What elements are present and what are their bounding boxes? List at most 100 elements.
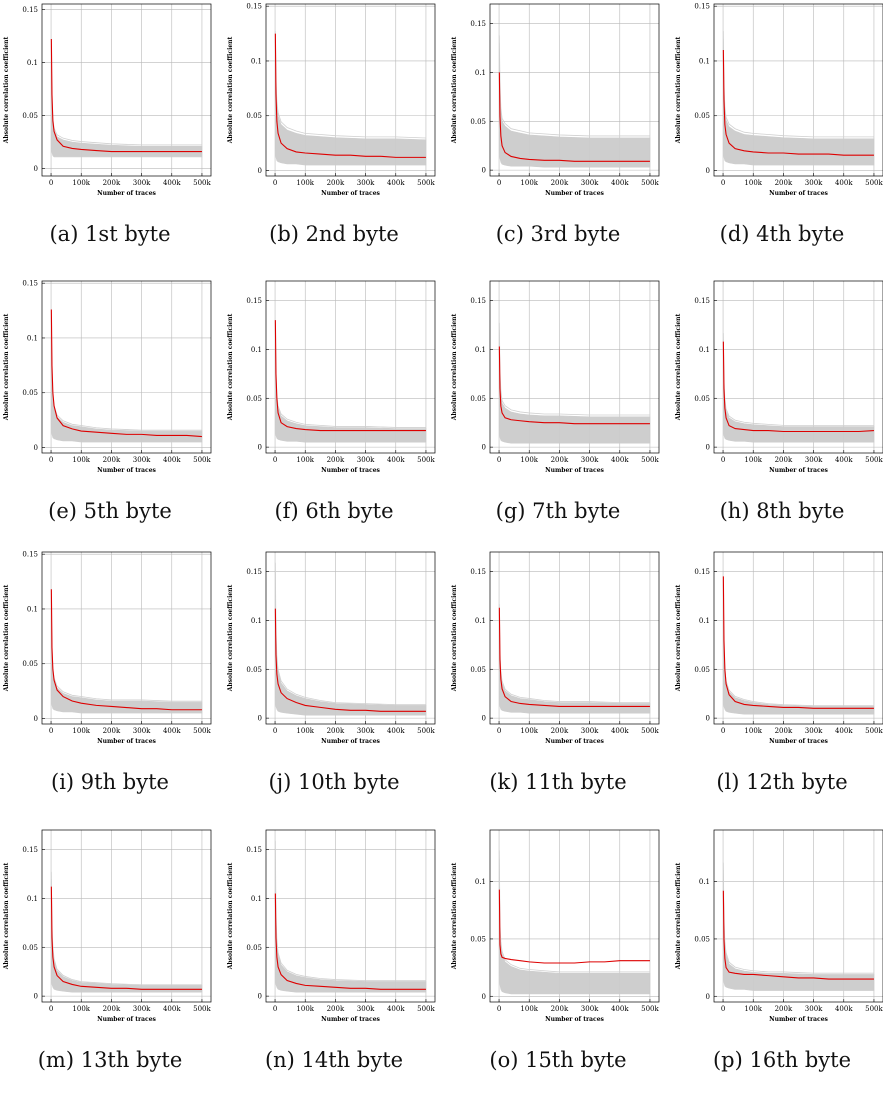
- chart-svg: 0 100k 200k 300k 400k 500k 0 0.05 0.1 Number of t…: [675, 829, 883, 1023]
- axis-frame: [713, 551, 883, 725]
- chart-svg: 0 100k 200k 300k 400k 500k 0 0.05 0.1 0.15 Number …: [3, 551, 212, 745]
- wrong-key-trace: [498, 322, 650, 416]
- y-tick-label: 0.1: [699, 346, 710, 354]
- chart-panel: 0 100k 200k 300k 400k 500k 0 0.05 0.1 0.15 Number …: [448, 548, 668, 818]
- chart-panel: 0 100k 200k 300k 400k 500k 0 0.05 0.1 0.15 Number …: [672, 0, 883, 270]
- axis-frame: [41, 280, 212, 454]
- correct-key-line: [50, 309, 202, 438]
- subfigure-caption: (m) 13th byte: [37, 1048, 183, 1072]
- x-tick-label: 500k: [641, 179, 659, 187]
- y-tick-label: 0: [258, 167, 262, 175]
- x-tick-label: 200k: [551, 1005, 569, 1013]
- x-axis-title: Number of traces: [769, 190, 828, 197]
- correct-key-line: [274, 33, 426, 158]
- y-tick-label: 0.15: [694, 568, 710, 576]
- y-tick-label: 0.1: [251, 346, 262, 354]
- x-axis-title: Number of traces: [545, 1016, 604, 1023]
- subfigure-caption: (h) 8th byte: [719, 499, 845, 523]
- x-tick-label: 100k: [296, 456, 314, 464]
- chart-panel: 0 100k 200k 300k 400k 500k 0 0.05 0.1 0.15 Number …: [224, 548, 444, 818]
- y-tick-label: 0.1: [27, 605, 38, 613]
- y-tick-label: 0.1: [475, 346, 486, 354]
- plot-area: [42, 830, 211, 1002]
- correct-key-line: [50, 39, 202, 153]
- x-tick-label: 500k: [865, 456, 883, 464]
- chart-panel: 0 100k 200k 300k 400k 500k 0 0.05 0.1 Number of t…: [672, 826, 883, 1096]
- y-tick-label: 0.1: [251, 617, 262, 625]
- axis-frame: [489, 551, 660, 725]
- wrong-key-band: [275, 849, 427, 993]
- chart-panel: 0 100k 200k 300k 400k 500k 0 0.05 0.1 0.15 Number …: [0, 826, 220, 1096]
- chart-panel: 0 100k 200k 300k 400k 500k 0 0.05 0.1 0.15 Number …: [672, 277, 883, 547]
- x-tick-label: 200k: [103, 1005, 121, 1013]
- x-tick-label: 0: [497, 456, 501, 464]
- chart-svg: 0 100k 200k 300k 400k 500k 0 0.05 0.1 0.15 Number …: [675, 280, 883, 474]
- x-tick-label: 0: [497, 727, 501, 735]
- x-tick-label: 0: [49, 456, 53, 464]
- y-tick-label: 0.05: [246, 395, 262, 403]
- y-tick-label: 0: [706, 167, 710, 175]
- wrong-key-band: [499, 329, 651, 444]
- x-tick-label: 0: [721, 1005, 725, 1013]
- chart-panel: 0 100k 200k 300k 400k 500k 0 0.05 0.1 0.15 Number …: [224, 277, 444, 547]
- correct-key-line: [722, 50, 874, 156]
- wrong-key-band: [275, 39, 427, 166]
- y-axis-title: Absolute correlation coefficient: [451, 36, 458, 144]
- x-tick-label: 100k: [296, 1005, 314, 1013]
- y-tick-label: 0.1: [699, 878, 710, 886]
- x-tick-label: 100k: [744, 1005, 762, 1013]
- x-tick-label: 300k: [805, 179, 823, 187]
- y-axis-title: Absolute correlation coefficient: [3, 313, 10, 421]
- x-tick-label: 0: [497, 179, 501, 187]
- plot-area: [42, 281, 211, 453]
- x-tick-label: 300k: [133, 727, 151, 735]
- x-tick-label: 500k: [193, 456, 211, 464]
- x-tick-label: 400k: [163, 727, 181, 735]
- x-axis-title: Number of traces: [97, 190, 156, 197]
- plot-area: [42, 552, 211, 724]
- x-axis-title: Number of traces: [545, 738, 604, 745]
- wrong-key-band: [723, 39, 875, 166]
- y-tick-label: 0.15: [694, 297, 710, 305]
- y-axis-title: Absolute correlation coefficient: [451, 313, 458, 421]
- wrong-key-band: [499, 43, 651, 168]
- y-axis-title: Absolute correlation coefficient: [675, 36, 682, 144]
- x-tick-label: 100k: [520, 456, 538, 464]
- y-tick-label: 0.05: [22, 944, 38, 952]
- y-tick-label: 0.05: [22, 660, 38, 668]
- y-tick-label: 0.1: [251, 895, 262, 903]
- plot-area: [714, 552, 883, 724]
- y-tick-label: 0.1: [475, 69, 486, 77]
- x-tick-label: 500k: [641, 1005, 659, 1013]
- x-tick-label: 500k: [193, 727, 211, 735]
- y-axis-title: Absolute correlation coefficient: [3, 862, 10, 970]
- x-axis-title: Number of traces: [769, 467, 828, 474]
- x-tick-label: 200k: [327, 727, 345, 735]
- y-tick-label: 0: [706, 444, 710, 452]
- chart-panel: 0 100k 200k 300k 400k 500k 0 0.05 0.1 0.15 Number …: [0, 548, 220, 818]
- y-axis-title: Absolute correlation coefficient: [227, 313, 234, 421]
- x-tick-label: 200k: [103, 179, 121, 187]
- axis-frame: [41, 551, 212, 725]
- subfigure-caption: (i) 9th byte: [51, 770, 169, 794]
- chart-svg: 0 100k 200k 300k 400k 500k 0 0.05 0.1 0.15 Number …: [675, 551, 883, 745]
- y-axis-title: Absolute correlation coefficient: [451, 862, 458, 970]
- y-tick-label: 0.15: [470, 20, 486, 28]
- wrong-key-trace: [274, 562, 426, 706]
- y-tick-label: 0.1: [27, 334, 38, 342]
- subfigure-caption: (f) 6th byte: [274, 499, 394, 523]
- axis-frame: [265, 280, 436, 454]
- y-tick-label: 0: [34, 715, 38, 723]
- y-tick-label: 0.1: [27, 895, 38, 903]
- axis-frame: [489, 829, 660, 1003]
- x-tick-label: 400k: [611, 727, 629, 735]
- x-axis-title: Number of traces: [321, 467, 380, 474]
- x-tick-label: 300k: [581, 456, 599, 464]
- y-tick-label: 0.05: [694, 395, 710, 403]
- chart-svg: 0 100k 200k 300k 400k 500k 0 0.05 0.1 0.15 Number …: [451, 280, 660, 474]
- subfigure-caption: (j) 10th byte: [268, 770, 400, 794]
- y-axis-title: Absolute correlation coefficient: [451, 584, 458, 692]
- plot-area: [490, 552, 659, 724]
- x-tick-label: 400k: [387, 179, 405, 187]
- x-tick-label: 100k: [72, 727, 90, 735]
